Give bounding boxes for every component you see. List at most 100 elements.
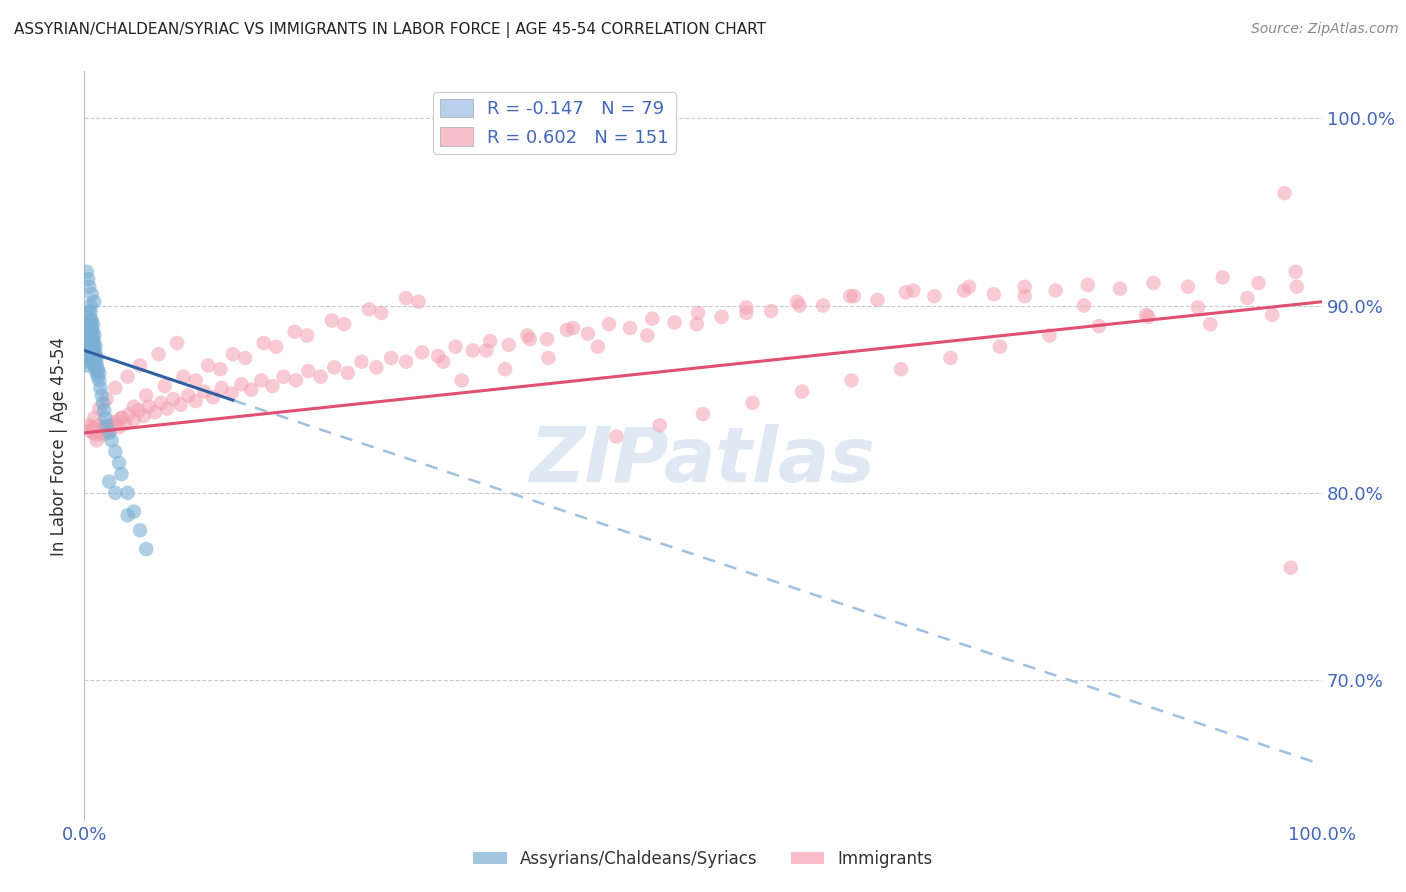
Point xyxy=(519,332,541,346)
Point xyxy=(114,417,136,431)
Point xyxy=(156,401,179,416)
Point xyxy=(177,388,200,402)
Point xyxy=(83,294,105,309)
Point xyxy=(96,420,118,434)
Point xyxy=(1187,301,1209,315)
Point xyxy=(309,369,332,384)
Point xyxy=(79,306,101,320)
Point xyxy=(789,298,811,313)
Point xyxy=(104,381,127,395)
Point xyxy=(576,326,599,341)
Point xyxy=(555,323,578,337)
Point xyxy=(96,418,118,433)
Point xyxy=(94,410,117,425)
Point xyxy=(231,377,253,392)
Point xyxy=(648,418,671,433)
Point xyxy=(494,362,516,376)
Point xyxy=(562,321,585,335)
Point xyxy=(427,349,450,363)
Point xyxy=(86,359,108,373)
Point xyxy=(89,366,111,380)
Point xyxy=(79,332,101,346)
Point xyxy=(77,355,100,369)
Point xyxy=(988,340,1011,354)
Y-axis label: In Labor Force | Age 45-54: In Labor Force | Age 45-54 xyxy=(51,336,69,556)
Point xyxy=(1038,328,1060,343)
Point xyxy=(395,291,418,305)
Point xyxy=(498,338,520,352)
Point xyxy=(842,289,865,303)
Text: Source: ZipAtlas.com: Source: ZipAtlas.com xyxy=(1251,22,1399,37)
Point xyxy=(89,381,111,395)
Point xyxy=(692,407,714,421)
Point xyxy=(117,485,139,500)
Point xyxy=(80,336,103,351)
Point xyxy=(89,374,111,388)
Point xyxy=(336,366,359,380)
Point xyxy=(79,336,101,351)
Point xyxy=(1109,282,1132,296)
Point xyxy=(82,347,104,361)
Point xyxy=(84,362,107,376)
Point xyxy=(129,359,152,373)
Point xyxy=(79,311,101,326)
Point xyxy=(122,413,145,427)
Point xyxy=(129,524,152,538)
Point xyxy=(87,369,110,384)
Point xyxy=(80,351,103,365)
Point xyxy=(108,456,131,470)
Point xyxy=(479,334,502,348)
Point xyxy=(87,362,110,376)
Point xyxy=(79,313,101,327)
Point xyxy=(79,328,101,343)
Point xyxy=(1285,265,1308,279)
Point xyxy=(118,407,141,421)
Point xyxy=(450,374,472,388)
Point xyxy=(811,298,834,313)
Point xyxy=(735,306,758,320)
Point xyxy=(135,388,157,402)
Point xyxy=(76,359,98,373)
Point xyxy=(86,366,108,380)
Point xyxy=(1274,186,1296,201)
Point xyxy=(91,427,114,442)
Point xyxy=(98,422,121,436)
Point xyxy=(96,392,118,407)
Point xyxy=(135,542,157,557)
Point xyxy=(100,418,122,433)
Point xyxy=(295,328,318,343)
Point xyxy=(117,508,139,523)
Point xyxy=(170,398,193,412)
Point xyxy=(110,410,132,425)
Point xyxy=(839,289,862,303)
Point xyxy=(110,467,132,482)
Point xyxy=(79,355,101,369)
Point xyxy=(408,294,430,309)
Point xyxy=(93,425,115,440)
Point xyxy=(1279,561,1302,575)
Point xyxy=(598,317,620,331)
Point xyxy=(786,294,808,309)
Point xyxy=(84,340,107,354)
Point xyxy=(79,298,101,313)
Point xyxy=(143,405,166,419)
Point xyxy=(461,343,484,358)
Point xyxy=(253,336,276,351)
Point xyxy=(82,332,104,346)
Point xyxy=(98,475,121,489)
Point xyxy=(76,325,98,339)
Legend: Assyrians/Chaldeans/Syriacs, Immigrants: Assyrians/Chaldeans/Syriacs, Immigrants xyxy=(467,844,939,875)
Point xyxy=(75,332,97,346)
Point xyxy=(80,343,103,358)
Point xyxy=(166,336,188,351)
Point xyxy=(636,328,658,343)
Point xyxy=(957,280,980,294)
Point xyxy=(82,325,104,339)
Point xyxy=(79,325,101,339)
Point xyxy=(77,321,100,335)
Point xyxy=(80,321,103,335)
Point xyxy=(80,287,103,301)
Point xyxy=(333,317,356,331)
Point xyxy=(91,396,114,410)
Point xyxy=(221,386,243,401)
